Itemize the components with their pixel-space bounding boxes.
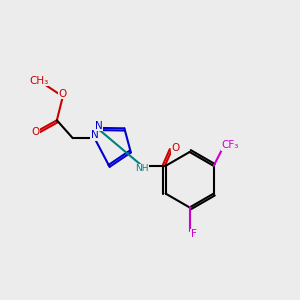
- Text: CH₃: CH₃: [29, 76, 49, 85]
- Text: F: F: [191, 229, 197, 239]
- Text: CF₃: CF₃: [222, 140, 239, 150]
- Text: O: O: [172, 143, 180, 153]
- Text: N: N: [95, 121, 103, 131]
- Text: N: N: [91, 130, 98, 140]
- Text: O: O: [59, 88, 67, 98]
- Text: NH: NH: [135, 164, 149, 173]
- Text: O: O: [31, 127, 39, 137]
